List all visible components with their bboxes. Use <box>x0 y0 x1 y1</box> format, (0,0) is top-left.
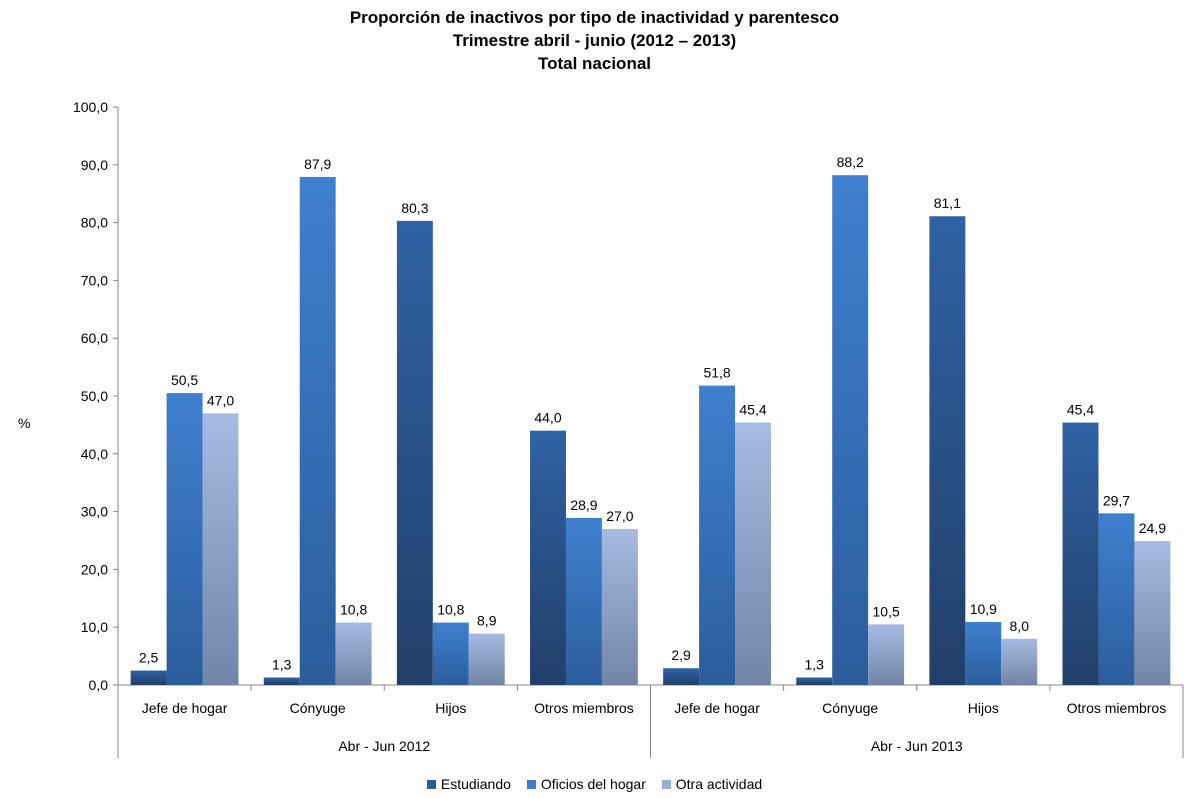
bar <box>699 385 736 685</box>
chart-title-line-3: Total nacional <box>537 54 652 73</box>
bar <box>929 216 966 685</box>
legend-item-estudiando: Estudiando <box>426 776 511 792</box>
bar <box>263 677 300 685</box>
chart-title-line-1: Proporción de inactivos por tipo de inac… <box>349 8 840 27</box>
bar <box>130 670 167 685</box>
x-category-label: Hijos <box>968 700 999 716</box>
bar <box>396 220 433 685</box>
bar <box>166 393 203 685</box>
data-label: 50,5 <box>171 372 198 388</box>
y-tick-label: 40,0 <box>81 446 108 462</box>
y-tick-label: 80,0 <box>81 215 108 231</box>
bar <box>1098 513 1135 685</box>
legend-swatch <box>661 780 671 789</box>
data-label: 44,0 <box>534 410 561 426</box>
data-label: 8,9 <box>477 613 497 629</box>
legend: Estudiando Oficios del hogar Otra activi… <box>0 776 1189 792</box>
bar <box>796 677 833 685</box>
y-tick-label: 10,0 <box>81 619 108 635</box>
y-tick-label: 100,0 <box>73 99 108 115</box>
bar <box>1134 541 1171 685</box>
y-tick-label: 20,0 <box>81 561 108 577</box>
bar <box>663 668 700 685</box>
bar <box>832 175 869 686</box>
data-label: 47,0 <box>207 392 234 408</box>
data-label: 10,8 <box>437 602 464 618</box>
y-tick-label: 60,0 <box>81 330 108 346</box>
data-label: 27,0 <box>606 508 633 524</box>
data-label: 51,8 <box>703 365 730 381</box>
data-label: 24,9 <box>1139 520 1166 536</box>
y-tick-label: 70,0 <box>81 272 108 288</box>
data-label: 88,2 <box>837 154 864 170</box>
legend-label: Otra actividad <box>675 776 763 792</box>
legend-swatch <box>426 780 436 789</box>
legend-item-otra-actividad: Otra actividad <box>661 776 763 792</box>
x-category-label: Jefe de hogar <box>142 700 228 716</box>
y-axis-label: % <box>18 415 30 431</box>
bar <box>565 517 602 685</box>
data-label: 2,5 <box>139 650 159 666</box>
data-label: 81,1 <box>934 195 961 211</box>
data-label: 10,9 <box>970 601 997 617</box>
data-label: 2,9 <box>671 647 691 663</box>
y-tick-label: 90,0 <box>81 157 108 173</box>
legend-label: Oficios del hogar <box>540 776 646 792</box>
bar <box>868 624 905 685</box>
x-category-label: Cónyuge <box>822 700 878 716</box>
x-category-label: Otros miembros <box>1067 700 1167 716</box>
data-label: 10,8 <box>340 602 367 618</box>
legend-item-oficios-del-hogar: Oficios del hogar <box>526 776 646 792</box>
bar <box>530 430 566 685</box>
data-label: 80,3 <box>401 200 428 216</box>
data-label: 45,4 <box>1067 402 1094 418</box>
bar <box>601 528 638 685</box>
x-category-label: Cónyuge <box>290 700 346 716</box>
data-label: 87,9 <box>304 156 331 172</box>
bar <box>335 622 372 685</box>
data-label: 1,3 <box>272 656 292 672</box>
x-group-label: Abr - Jun 2012 <box>338 738 430 754</box>
y-tick-label: 50,0 <box>81 388 108 404</box>
y-tick-label: 30,0 <box>81 504 108 520</box>
data-label: 10,5 <box>873 603 900 619</box>
legend-label: Estudiando <box>440 776 511 792</box>
bars <box>130 175 1171 686</box>
bar <box>1062 422 1099 685</box>
axes: 0,0 10,0 20,0 30,0 40,0 50,0 60,0 70,0 80,0 90,0 1… <box>73 99 1184 758</box>
bar <box>735 422 771 685</box>
x-group-label: Abr - Jun 2013 <box>871 738 963 754</box>
data-labels: 2,5 50,5 47,0 1,3 87,9 10,8 80,3 10,8 8,9 44,0 28,… <box>139 154 1166 672</box>
data-label: 45,4 <box>739 402 766 418</box>
bar <box>1001 638 1038 685</box>
chart-title-line-2: Trimestre abril - junio (2012 – 2013) <box>452 31 737 50</box>
x-category-label: Jefe de hogar <box>674 700 760 716</box>
data-label: 8,0 <box>1010 618 1030 634</box>
bar <box>202 413 239 685</box>
data-label: 29,7 <box>1103 492 1130 508</box>
data-label: 1,3 <box>805 656 825 672</box>
bar <box>468 633 505 685</box>
x-category-label: Hijos <box>435 700 466 716</box>
legend-swatch <box>526 780 536 789</box>
x-category-label: Otros miembros <box>534 700 634 716</box>
bar <box>432 622 469 685</box>
bar <box>299 176 336 686</box>
chart-title: Proporción de inactivos por tipo de inac… <box>0 6 1189 75</box>
bar <box>965 621 1002 685</box>
y-tick-label: 0,0 <box>89 677 109 693</box>
data-label: 28,9 <box>570 497 597 513</box>
